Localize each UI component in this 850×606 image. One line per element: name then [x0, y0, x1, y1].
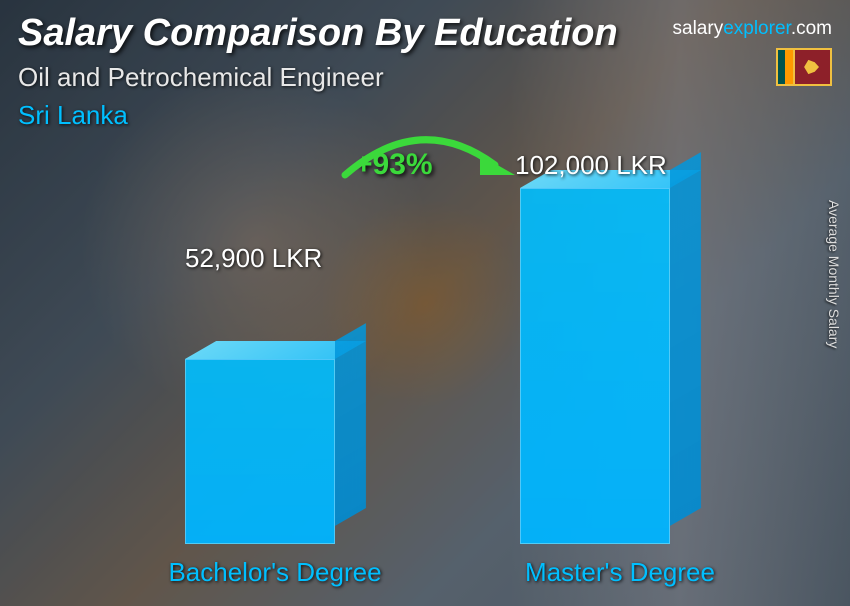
site-mid: explorer [723, 18, 791, 39]
site-brand: salaryexplorer.com [673, 18, 832, 40]
main-title: Salary Comparison By Education [18, 12, 618, 55]
bar-0 [185, 359, 335, 544]
bar-value-0: 52,900 LKR [185, 243, 322, 274]
bar-side-face [335, 323, 366, 526]
bar-label-0: Bachelor's Degree [125, 557, 425, 588]
site-prefix: salary [673, 18, 724, 39]
flag-stripe-orange [785, 50, 792, 84]
country-flag-icon [776, 48, 832, 86]
site-suffix: .com [791, 18, 832, 39]
job-title: Oil and Petrochemical Engineer [18, 62, 384, 93]
bar-1 [520, 188, 670, 544]
bar-front-face [520, 188, 670, 544]
flag-field [793, 50, 830, 84]
y-axis-label: Average Monthly Salary [826, 200, 842, 348]
country-name: Sri Lanka [18, 100, 128, 131]
bar-value-1: 102,000 LKR [515, 150, 667, 181]
infographic-container: Salary Comparison By Education Oil and P… [0, 0, 850, 606]
arrow-head [480, 155, 515, 175]
bar-label-1: Master's Degree [470, 557, 770, 588]
bar-front-face [185, 359, 335, 544]
flag-stripe-green [778, 50, 785, 84]
bar-side-face [670, 152, 701, 526]
percent-increase-badge: +93% [355, 148, 433, 182]
